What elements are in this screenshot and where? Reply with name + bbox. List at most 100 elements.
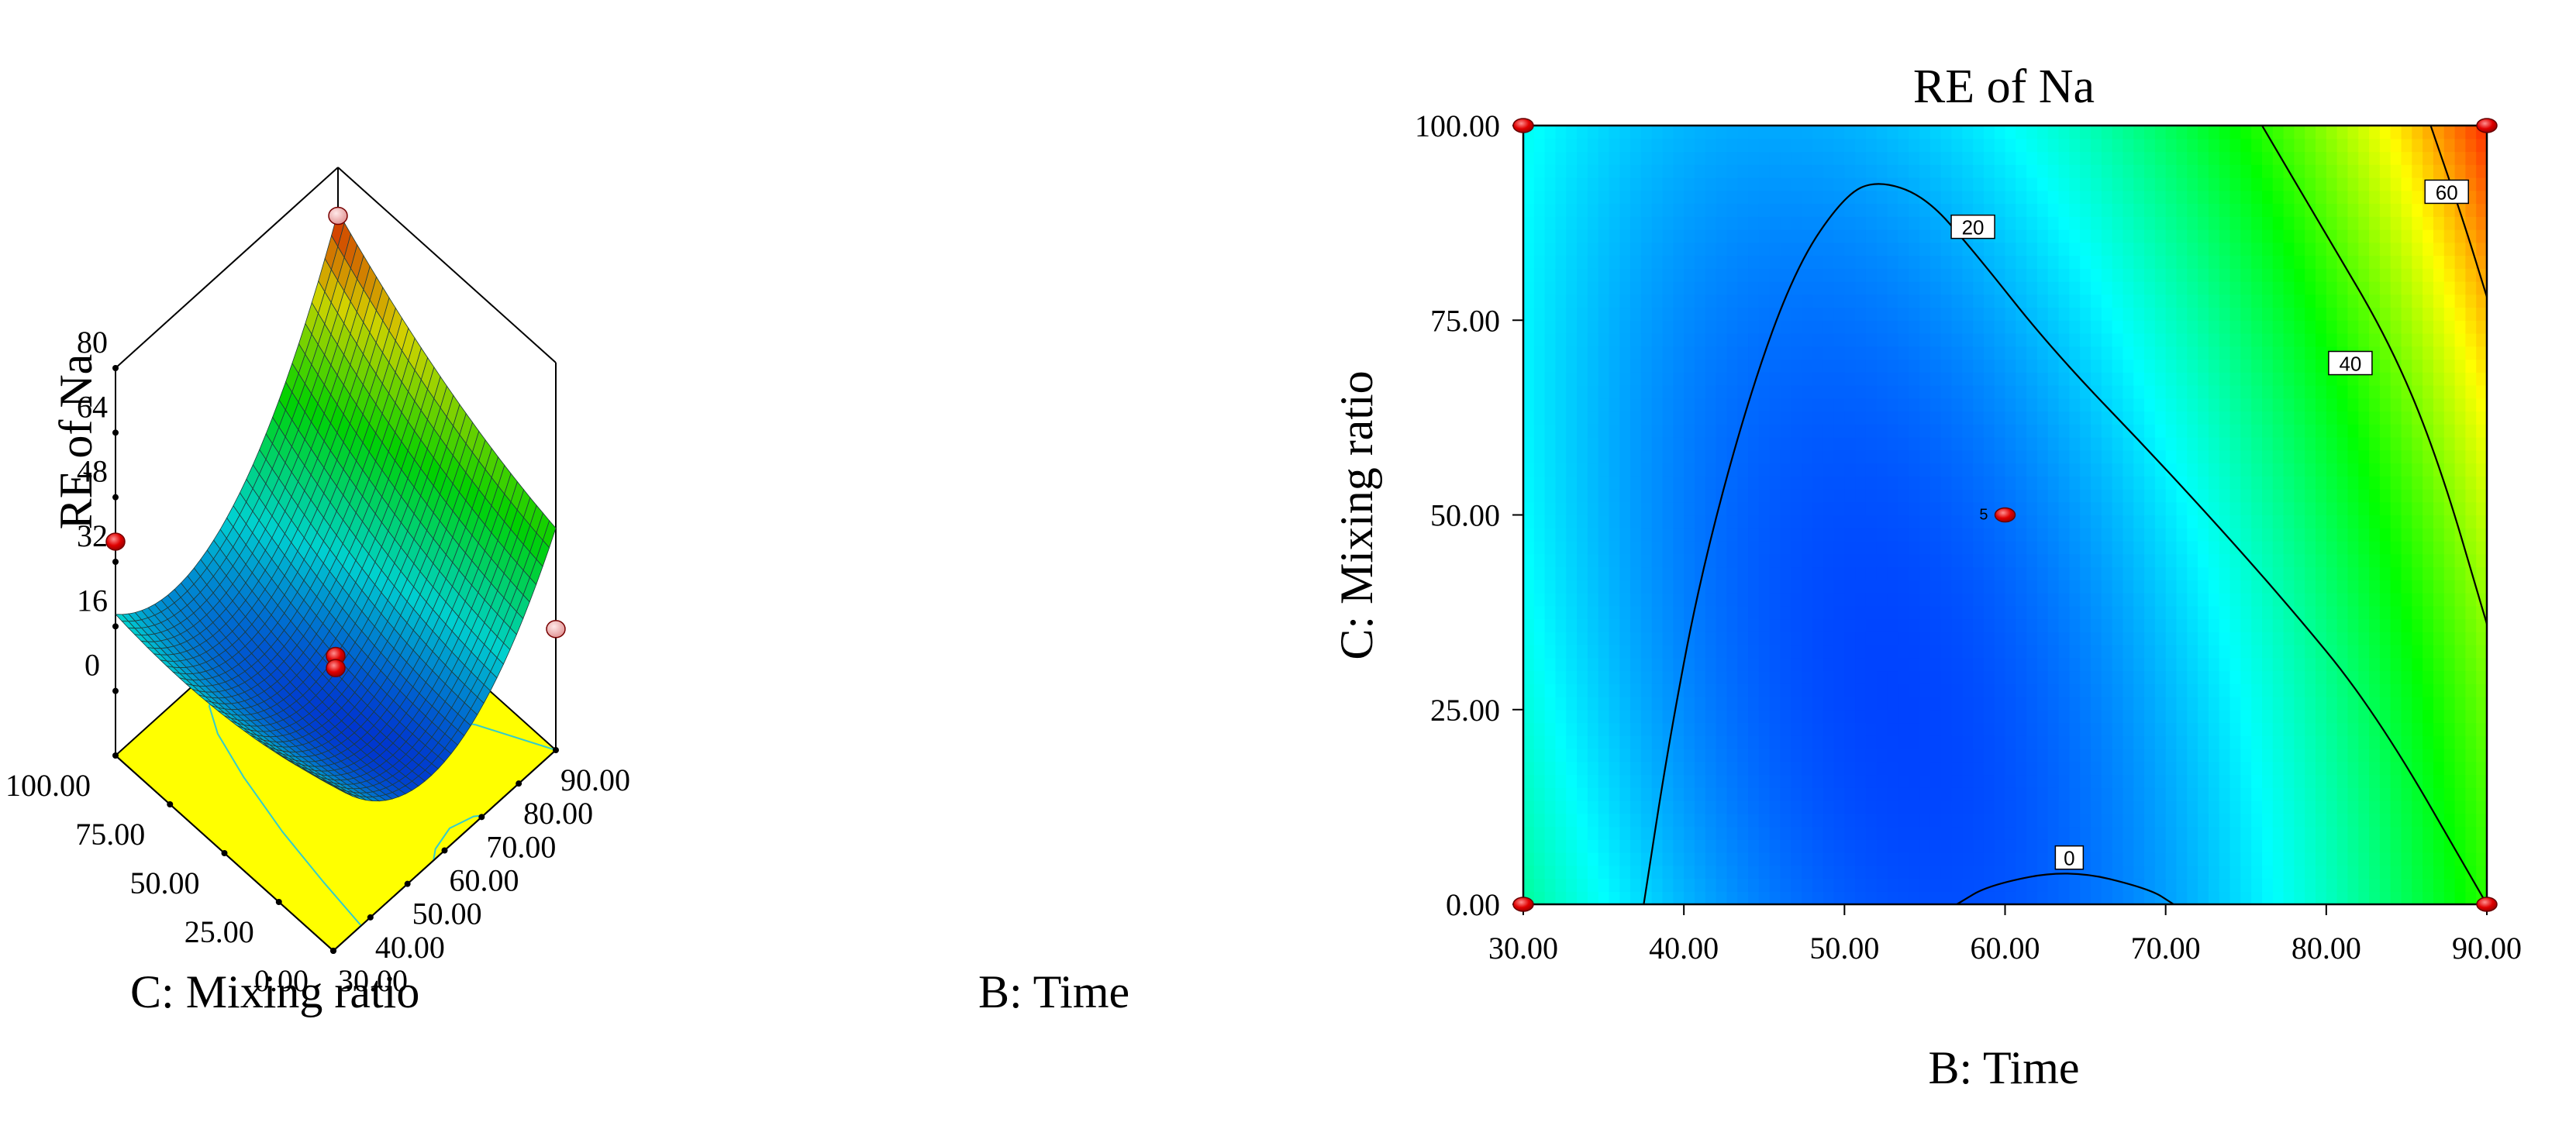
contour-cell	[1940, 385, 1953, 399]
contour-cell	[1630, 437, 1642, 451]
contour-cell	[2176, 683, 2188, 697]
contour-cell	[2123, 346, 2134, 360]
contour-cell	[2005, 697, 2016, 711]
contour-cell	[1748, 255, 1760, 269]
contour-cell	[1694, 541, 1706, 555]
y-tick-label: 50.00	[130, 866, 200, 900]
contour-cell	[2154, 515, 2167, 528]
contour-cell	[2026, 463, 2038, 477]
contour-cell	[2144, 605, 2156, 620]
contour-cell	[1544, 126, 1557, 139]
contour-cell	[1887, 372, 1898, 386]
contour-cell	[1855, 813, 1867, 828]
contour-cell	[1855, 709, 1867, 724]
contour-cell	[1844, 761, 1856, 776]
contour-cell	[1887, 566, 1898, 580]
contour-cell	[1909, 865, 1920, 880]
contour-cell	[1919, 203, 1931, 217]
contour-cell	[1662, 151, 1674, 165]
contour-cell	[1962, 164, 1974, 178]
contour-cell	[1844, 580, 1856, 594]
contour-cell	[1780, 320, 1791, 334]
contour-cell	[2005, 605, 2016, 620]
contour-cell	[1619, 852, 1631, 866]
x-tick-label: 60.00	[450, 863, 519, 898]
contour-cell	[1973, 346, 1985, 360]
contour-cell	[1598, 593, 1610, 607]
contour-cell	[2090, 632, 2102, 645]
contour-cell	[2058, 670, 2070, 684]
contour-cell	[1876, 268, 1888, 282]
contour-cell	[1855, 126, 1867, 139]
contour-cell	[1533, 645, 1546, 659]
contour-cell	[1802, 865, 1813, 880]
contour-cell	[1855, 553, 1867, 568]
contour-cell	[1929, 177, 1942, 191]
contour-cell	[1726, 528, 1738, 542]
contour-cell	[1523, 541, 1535, 555]
contour-cell	[1994, 177, 2006, 191]
contour-cell	[1833, 424, 1845, 438]
contour-cell	[1630, 593, 1642, 607]
contour-cell	[1566, 424, 1578, 438]
contour-cell	[1929, 632, 1942, 645]
contour-cell	[1694, 177, 1706, 191]
contour-cell	[1951, 541, 1963, 555]
contour-cell	[1973, 177, 1985, 191]
contour-cell	[1662, 424, 1674, 438]
contour-cell	[2080, 190, 2091, 205]
contour-cell	[1994, 359, 2006, 373]
contour-cell	[1983, 553, 1995, 568]
contour-cell	[1929, 164, 1942, 178]
contour-cell	[1640, 618, 1653, 632]
contour-cell	[2090, 489, 2102, 503]
contour-cell	[1619, 800, 1631, 814]
contour-cell	[2005, 151, 2016, 165]
contour-cell	[2101, 190, 2113, 205]
contour-cell	[1791, 826, 1802, 840]
contour-cell	[1758, 683, 1771, 697]
contour-cell	[1855, 632, 1867, 645]
contour-cell	[2080, 126, 2091, 139]
contour-cell	[1619, 670, 1631, 684]
contour-cell	[1973, 255, 1985, 269]
contour-cell	[1802, 632, 1813, 645]
contour-cell	[1983, 645, 1995, 659]
contour-cell	[1962, 489, 1974, 503]
contour-cell	[2047, 800, 2060, 814]
contour-cell	[2080, 541, 2091, 555]
contour-cell	[2101, 333, 2113, 347]
contour-cell	[1812, 501, 1824, 516]
contour-cell	[1962, 151, 1974, 165]
contour-cell	[2036, 632, 2049, 645]
contour-cell	[1909, 645, 1920, 659]
contour-cell	[1533, 761, 1546, 776]
contour-cell	[1876, 255, 1888, 269]
contour-cell	[2080, 683, 2091, 697]
contour-cell	[1555, 709, 1567, 724]
contour-cell	[1684, 151, 1695, 165]
contour-cell	[1577, 826, 1588, 840]
contour-cell	[1577, 268, 1588, 282]
contour-cell	[1769, 826, 1781, 840]
contour-cell	[1533, 501, 1546, 516]
contour-cell	[2047, 190, 2060, 205]
contour-cell	[2047, 787, 2060, 801]
contour-cell	[1973, 697, 1985, 711]
contour-cell	[1726, 839, 1738, 853]
contour-cell	[1898, 593, 1909, 607]
contour-cell	[1619, 320, 1631, 334]
contour-cell	[1651, 372, 1664, 386]
contour-cell	[1833, 126, 1845, 139]
contour-cell	[1726, 865, 1738, 880]
contour-cell	[1737, 670, 1749, 684]
contour-cell	[1758, 735, 1771, 749]
contour-cell	[2036, 800, 2049, 814]
contour-cell	[2101, 566, 2113, 580]
contour-cell	[2144, 709, 2156, 724]
contour-cell	[2154, 735, 2167, 749]
contour-cell	[1609, 749, 1620, 762]
contour-cell	[1544, 697, 1557, 711]
contour-cell	[1833, 229, 1845, 243]
contour-cell	[1929, 618, 1942, 632]
